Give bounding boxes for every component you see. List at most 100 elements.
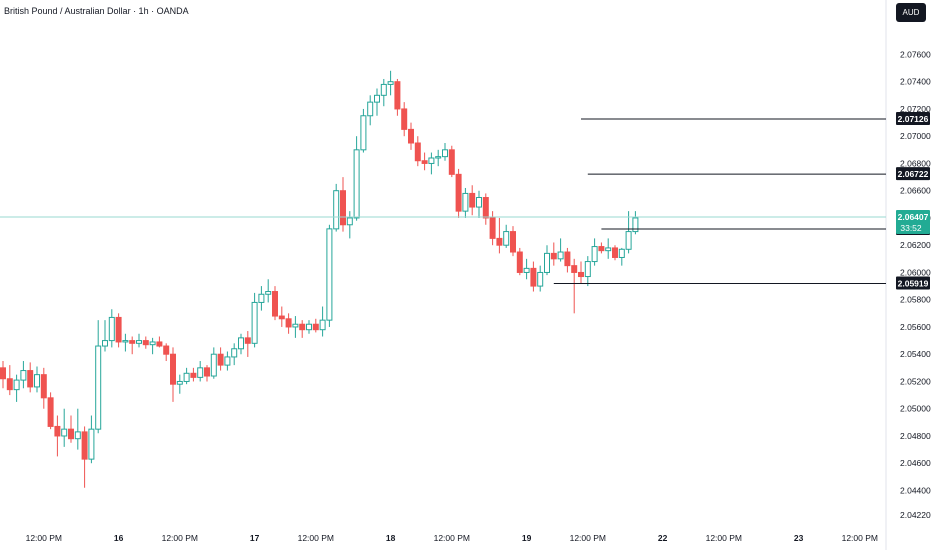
candle-down (68, 428, 74, 440)
time-tick-label: 12:00 PM (434, 533, 470, 543)
candles-group (0, 70, 639, 488)
candle-down (516, 251, 523, 273)
price-tick-label: 2.06600 (900, 186, 931, 196)
candle-up (476, 197, 482, 208)
candle-up (380, 83, 387, 96)
symbol-title: British Pound / Australian Dollar · 1h ·… (4, 6, 189, 16)
level-price-text: 2.05919 (898, 278, 929, 288)
candle-up (625, 231, 632, 250)
candle-down (0, 367, 6, 380)
price-tick-label: 2.04800 (900, 431, 931, 441)
candle-down (612, 247, 618, 258)
price-axis-panel[interactable] (886, 0, 932, 550)
candle-up (462, 192, 469, 212)
candle-down (578, 271, 584, 278)
candle-down (129, 340, 136, 344)
candle-up (61, 428, 68, 437)
candle-up (360, 115, 367, 151)
candle-up (136, 340, 142, 344)
candle-up (346, 217, 353, 226)
candle-up (537, 271, 544, 287)
candle-up (224, 356, 231, 366)
level-price-tag (896, 276, 930, 290)
candle-up (197, 367, 204, 378)
candle-down (278, 315, 285, 320)
candle-down (455, 173, 462, 212)
level-price-tag (896, 167, 930, 181)
candle-up (353, 149, 360, 219)
candle-down (469, 192, 476, 208)
price-tick-label: 2.05400 (900, 349, 931, 359)
candle-down (81, 431, 88, 460)
candle-down (6, 378, 13, 391)
price-tick-label: 2.06000 (900, 267, 931, 277)
candle-down (54, 425, 61, 437)
candle-down (299, 323, 306, 331)
candle-up (95, 345, 102, 430)
price-tick-label: 2.06800 (900, 158, 931, 168)
price-axis: 2.07600 2.07400 2.07200 2.07000 2.06800 2.066… (900, 49, 931, 520)
candle-up (20, 370, 27, 381)
candle-down (510, 231, 516, 253)
currency-button[interactable]: AUD (896, 3, 926, 22)
candle-down (408, 128, 414, 144)
candle-down (47, 397, 54, 427)
candle-up (374, 94, 380, 103)
candle-up (333, 190, 340, 230)
price-tick-label: 2.04400 (900, 485, 931, 495)
candle-down (571, 265, 578, 273)
candle-down (312, 323, 319, 331)
price-tick-label: 2.05200 (900, 376, 931, 386)
candle-up (544, 252, 550, 273)
time-tick-label: 12:00 PM (26, 533, 62, 543)
candle-up (231, 348, 238, 358)
time-tick-label: 18 (386, 533, 396, 543)
candle-up (435, 156, 442, 159)
current-price-text: 2.06407 (898, 212, 929, 222)
candle-down (272, 291, 278, 317)
time-tick-label: 12:00 PM (162, 533, 198, 543)
candle-down (394, 81, 401, 110)
price-tick-label: 2.04600 (900, 458, 931, 468)
candle-up (102, 340, 108, 347)
candle-down (530, 267, 537, 287)
candle-down (340, 190, 346, 226)
candle-up (523, 267, 530, 273)
candle-up (258, 293, 265, 303)
time-tick-label: 12:00 PM (570, 533, 606, 543)
candle-down (564, 251, 571, 267)
time-tick-label: 17 (250, 533, 260, 543)
candle-up (367, 101, 374, 117)
time-axis: 12:00 PM 16 12:00 PM 17 12:00 PM 18 12:00 PM 19… (26, 533, 878, 543)
candle-down (489, 217, 496, 239)
levels-group (0, 118, 886, 284)
price-tick-label: 2.05800 (900, 295, 931, 305)
candle-up (503, 231, 510, 246)
candle-up (306, 323, 312, 331)
candle-up (108, 316, 115, 342)
time-tick-label: 12:00 PM (706, 533, 742, 543)
candle-up (210, 353, 217, 377)
candle-up (176, 380, 183, 385)
candle-down (156, 341, 163, 347)
time-tick-label: 16 (114, 533, 124, 543)
candle-down (170, 353, 176, 385)
candle-up (442, 149, 448, 158)
candle-up (319, 319, 326, 331)
price-tick-label: 2.07600 (900, 49, 931, 59)
candle-down (142, 340, 149, 346)
time-tick-label: 23 (794, 533, 804, 543)
candle-up (618, 248, 625, 258)
candle-up (292, 323, 299, 328)
candle-up (122, 340, 129, 343)
price-tick-label: 2.07000 (900, 131, 931, 141)
time-tick-label: 12:00 PM (298, 533, 334, 543)
candle-up (632, 217, 639, 233)
candle-up (183, 372, 190, 382)
candle-down (448, 149, 455, 175)
candle-down (598, 246, 605, 252)
candle-up (88, 428, 95, 460)
price-tick-label: 2.04220 (900, 510, 931, 520)
